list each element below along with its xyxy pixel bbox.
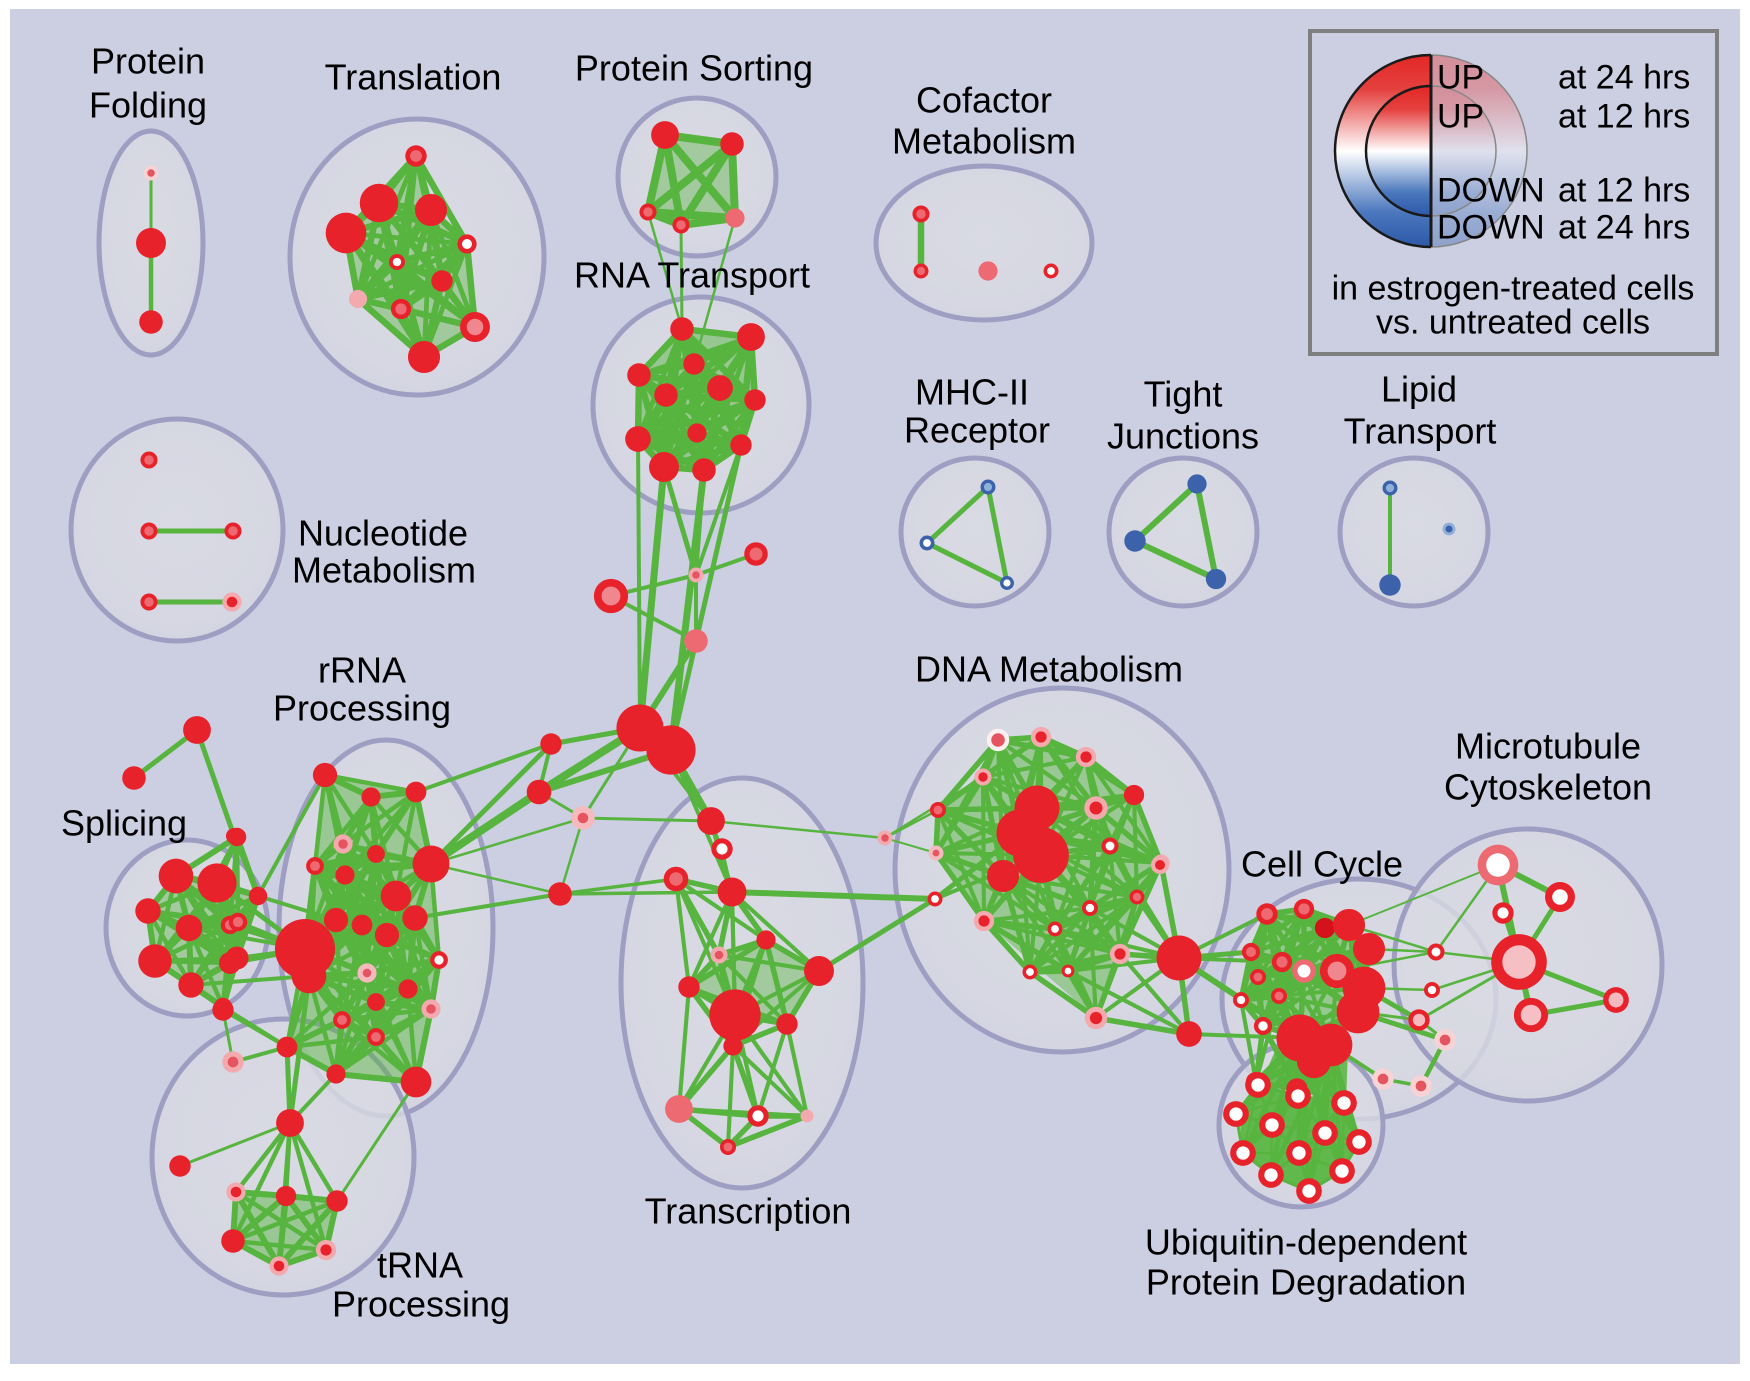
svg-text:Cytoskeleton: Cytoskeleton <box>1444 766 1652 807</box>
svg-text:Cell Cycle: Cell Cycle <box>1241 843 1403 884</box>
svg-text:Nucleotide: Nucleotide <box>298 512 468 553</box>
svg-text:Cofactor: Cofactor <box>916 79 1052 120</box>
svg-text:MHC-II: MHC-II <box>915 371 1029 412</box>
svg-text:Protein Sorting: Protein Sorting <box>575 47 813 88</box>
svg-text:at 24 hrs: at 24 hrs <box>1558 209 1690 247</box>
svg-text:UP: UP <box>1437 59 1484 97</box>
svg-text:Protein Degradation: Protein Degradation <box>1146 1261 1466 1302</box>
svg-text:Folding: Folding <box>89 84 207 125</box>
svg-text:at 12 hrs: at 12 hrs <box>1558 172 1690 210</box>
svg-text:rRNA: rRNA <box>318 649 406 690</box>
svg-text:DOWN: DOWN <box>1437 172 1545 210</box>
svg-text:vs. untreated cells: vs. untreated cells <box>1376 304 1650 342</box>
svg-text:Transport: Transport <box>1344 410 1497 451</box>
svg-text:Translation: Translation <box>325 56 502 97</box>
svg-text:DNA Metabolism: DNA Metabolism <box>915 648 1183 689</box>
svg-text:Processing: Processing <box>273 687 451 728</box>
svg-text:Junctions: Junctions <box>1107 415 1259 456</box>
svg-text:tRNA: tRNA <box>377 1244 463 1285</box>
svg-text:Metabolism: Metabolism <box>892 120 1076 161</box>
svg-text:UP: UP <box>1437 98 1484 136</box>
svg-text:Splicing: Splicing <box>61 802 187 843</box>
svg-text:Transcription: Transcription <box>645 1190 852 1231</box>
svg-text:at 12 hrs: at 12 hrs <box>1558 98 1690 136</box>
svg-text:Lipid: Lipid <box>1381 368 1457 409</box>
svg-text:DOWN: DOWN <box>1437 209 1545 247</box>
svg-text:at 24 hrs: at 24 hrs <box>1558 59 1690 97</box>
svg-text:RNA Transport: RNA Transport <box>574 254 810 295</box>
svg-text:Protein: Protein <box>91 40 205 81</box>
svg-text:Processing: Processing <box>332 1283 510 1324</box>
svg-text:Receptor: Receptor <box>904 409 1050 450</box>
svg-text:in estrogen-treated cells: in estrogen-treated cells <box>1332 270 1695 308</box>
svg-text:Ubiquitin-dependent: Ubiquitin-dependent <box>1145 1221 1467 1262</box>
svg-text:Metabolism: Metabolism <box>292 549 476 590</box>
svg-text:Tight: Tight <box>1144 373 1223 414</box>
svg-text:Microtubule: Microtubule <box>1455 725 1641 766</box>
